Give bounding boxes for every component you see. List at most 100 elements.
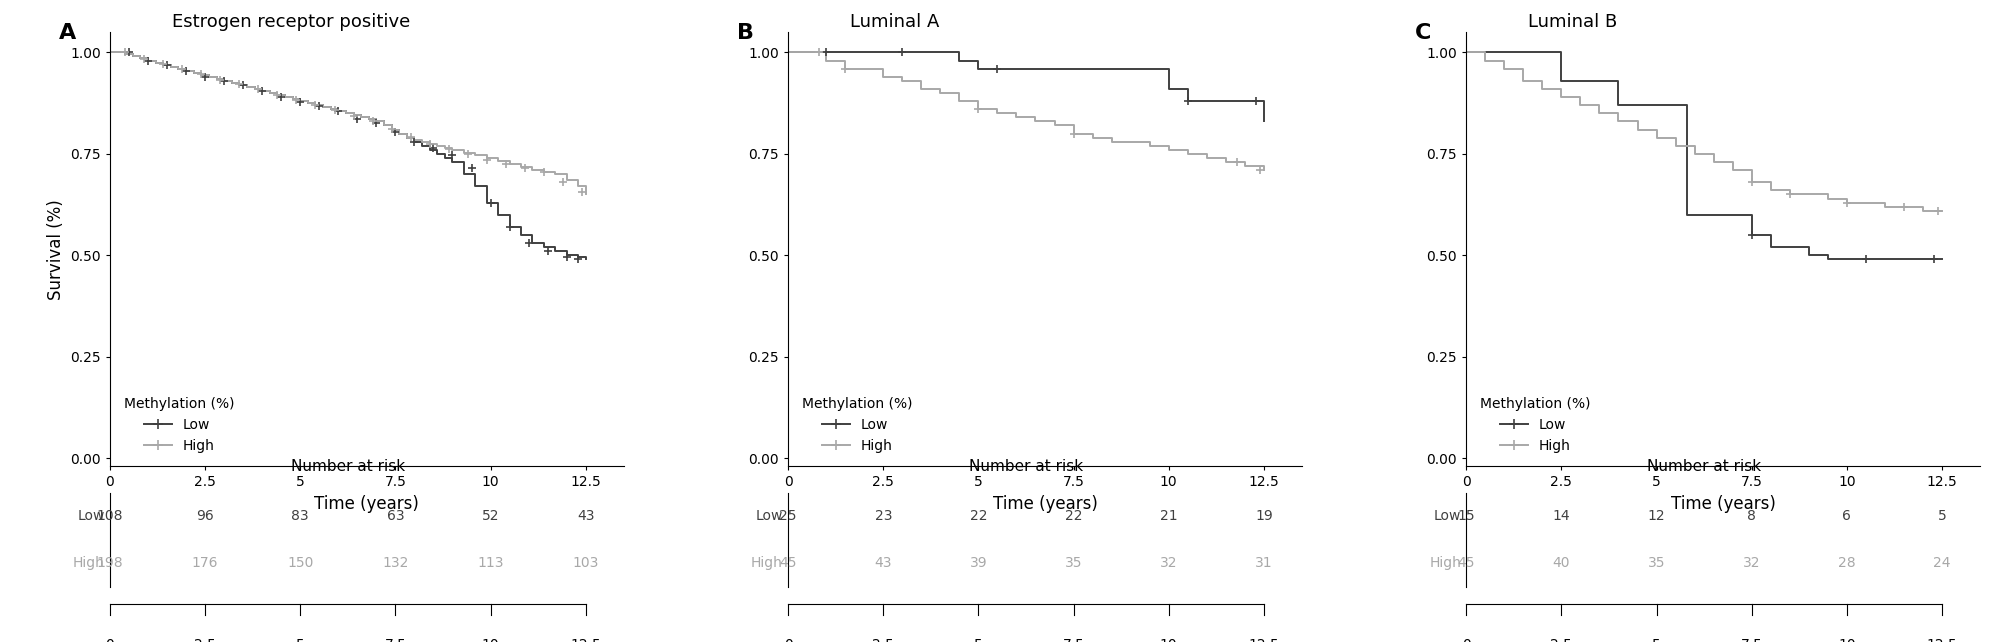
Text: High: High: [72, 557, 104, 570]
Point: [1736, 177, 1768, 187]
Legend: Low, High: Low, High: [116, 390, 242, 460]
Text: 40: 40: [1552, 557, 1570, 570]
Point: [474, 198, 506, 208]
Text: 12: 12: [1648, 509, 1666, 523]
Point: [152, 60, 184, 70]
Point: [224, 79, 256, 89]
Point: [300, 100, 332, 110]
Text: 8: 8: [1748, 509, 1756, 523]
Point: [452, 149, 484, 159]
Text: 150: 150: [288, 557, 314, 570]
Text: 43: 43: [874, 557, 892, 570]
Point: [810, 48, 842, 58]
Point: [394, 132, 426, 143]
Text: 35: 35: [1648, 557, 1666, 570]
Text: 2.5: 2.5: [1550, 638, 1572, 642]
Point: [512, 238, 544, 248]
Point: [284, 97, 316, 107]
Point: [1222, 157, 1254, 167]
Text: 0: 0: [106, 638, 114, 642]
Text: 31: 31: [1256, 557, 1272, 570]
Text: 19: 19: [1254, 509, 1272, 523]
Text: 10: 10: [1838, 638, 1856, 642]
Point: [546, 177, 578, 187]
Text: Number at risk: Number at risk: [1648, 458, 1762, 474]
Legend: Low, High: Low, High: [796, 390, 920, 460]
Point: [342, 114, 374, 124]
Point: [418, 143, 450, 153]
Text: 39: 39: [970, 557, 988, 570]
Text: 22: 22: [970, 509, 988, 523]
Text: 21: 21: [1160, 509, 1178, 523]
Text: 10: 10: [482, 638, 500, 642]
Point: [470, 155, 502, 165]
Y-axis label: Survival (%): Survival (%): [46, 199, 64, 300]
Text: 43: 43: [576, 509, 594, 523]
Text: 0: 0: [1462, 638, 1470, 642]
Text: Low: Low: [756, 509, 782, 523]
Text: Low: Low: [78, 509, 104, 523]
Point: [1850, 254, 1882, 265]
Text: 96: 96: [196, 509, 214, 523]
Point: [246, 86, 278, 96]
X-axis label: Time (years): Time (years): [1670, 495, 1776, 513]
Point: [318, 105, 350, 116]
Text: 10: 10: [1160, 638, 1178, 642]
Point: [1888, 202, 1920, 212]
Point: [1736, 230, 1768, 240]
Point: [148, 58, 180, 69]
Text: 23: 23: [874, 509, 892, 523]
Point: [1922, 205, 1954, 216]
Point: [1172, 96, 1204, 106]
Point: [266, 92, 298, 102]
Text: 132: 132: [382, 557, 408, 570]
Text: Luminal B: Luminal B: [1528, 13, 1618, 31]
Text: 2.5: 2.5: [194, 638, 216, 642]
Point: [1244, 165, 1276, 175]
Text: 5: 5: [1938, 509, 1946, 523]
Point: [456, 163, 488, 173]
Text: 24: 24: [1934, 557, 1950, 570]
Text: 45: 45: [1458, 557, 1476, 570]
Point: [322, 106, 354, 116]
Text: 7.5: 7.5: [384, 638, 406, 642]
Point: [1240, 96, 1272, 106]
Point: [562, 254, 594, 265]
Text: High: High: [752, 557, 782, 570]
Point: [242, 84, 274, 94]
Text: 5: 5: [296, 638, 304, 642]
Text: 5: 5: [974, 638, 982, 642]
Point: [436, 150, 468, 160]
Point: [338, 111, 370, 121]
Point: [228, 80, 260, 90]
Point: [962, 104, 994, 114]
Point: [802, 48, 834, 58]
Point: [528, 167, 560, 177]
Point: [490, 159, 522, 169]
Text: 12.5: 12.5: [1926, 638, 1958, 642]
Text: 83: 83: [292, 509, 310, 523]
Text: 7.5: 7.5: [1062, 638, 1084, 642]
Text: 7.5: 7.5: [1740, 638, 1762, 642]
Point: [262, 89, 294, 100]
Point: [432, 143, 464, 153]
Point: [132, 55, 164, 65]
Text: Number at risk: Number at risk: [968, 458, 1084, 474]
Point: [204, 74, 236, 85]
Text: 14: 14: [1552, 509, 1570, 523]
Text: A: A: [58, 23, 76, 44]
Point: [1774, 189, 1806, 200]
Text: C: C: [1414, 23, 1432, 44]
Point: [1830, 198, 1862, 208]
Point: [830, 64, 862, 74]
Text: 35: 35: [1064, 557, 1082, 570]
Text: Estrogen receptor positive: Estrogen receptor positive: [172, 13, 410, 31]
Point: [494, 221, 526, 232]
Point: [376, 123, 408, 134]
Text: 103: 103: [572, 557, 598, 570]
Point: [170, 65, 202, 76]
Text: 198: 198: [96, 557, 124, 570]
Point: [550, 252, 582, 263]
Point: [360, 118, 392, 128]
X-axis label: Time (years): Time (years): [314, 495, 420, 513]
